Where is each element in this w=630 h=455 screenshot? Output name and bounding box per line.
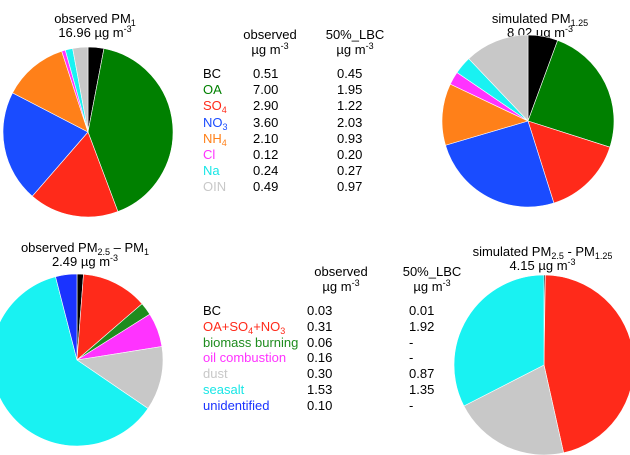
bottom-col-observed-unit: µg m (322, 279, 351, 294)
bottom-table-row: seasalt 1.53 1.35 (203, 382, 463, 398)
bottom-row-observed: 0.31 (307, 319, 332, 335)
bottom-col-lbc: 50%_LBC µg m-3 (392, 264, 472, 294)
top-table-row: SO4 2.90 1.22 (203, 98, 403, 114)
bottom-row-source: dust (203, 366, 228, 382)
top-row-lbc: 0.45 (337, 66, 362, 82)
bottom-row-observed: 0.30 (307, 366, 332, 382)
top-row-lbc: 2.03 (337, 115, 362, 131)
top-row-lbc: 0.97 (337, 179, 362, 195)
top-table-row: NO3 3.60 2.03 (203, 115, 403, 131)
bottom-col-lbc-unit-sup: -3 (443, 278, 451, 288)
top-row-lbc: 0.93 (337, 131, 362, 147)
top-table-row: BC 0.51 0.45 (203, 66, 403, 82)
top-row-lbc: 0.20 (337, 147, 362, 163)
bottom-row-observed: 0.03 (307, 303, 332, 319)
top-row-lbc: 1.22 (337, 98, 362, 114)
bottom-table-row: BC 0.03 0.01 (203, 303, 463, 319)
bottom-row-lbc: 0.87 (409, 366, 434, 382)
top-row-species: SO4 (203, 98, 227, 114)
top-row-observed: 7.00 (253, 82, 278, 98)
top-row-species: Cl (203, 147, 215, 163)
top-col-lbc-label: 50%_LBC (326, 27, 385, 42)
bottom-row-lbc: - (409, 398, 413, 414)
top-row-species: BC (203, 66, 221, 82)
top-col-lbc: 50%_LBC µg m-3 (315, 27, 395, 57)
top-row-lbc: 0.27 (337, 163, 362, 179)
top-row-observed: 2.90 (253, 98, 278, 114)
top-col-lbc-unit-sup: -3 (366, 41, 374, 51)
bottom-table-row: dust 0.30 0.87 (203, 366, 463, 382)
bottom-table-row: oil combustion 0.16 - (203, 350, 463, 366)
bottom-row-source: biomass burning (203, 335, 298, 351)
top-row-observed: 0.49 (253, 179, 278, 195)
top-row-species: OA (203, 82, 222, 98)
bottom-col-observed: observed µg m-3 (306, 264, 376, 294)
bottom-row-source: oil combustion (203, 350, 286, 366)
top-row-species: OIN (203, 179, 226, 195)
bottom-row-lbc: 1.35 (409, 382, 434, 398)
bottom-col-observed-unit-sup: -3 (352, 278, 360, 288)
bottom-row-observed: 0.06 (307, 335, 332, 351)
bottom-row-source: OA+SO4+NO3 (203, 319, 285, 335)
top-col-observed-unit: µg m (251, 42, 280, 57)
top-col-observed-label: observed (243, 27, 296, 42)
bottom-row-observed: 1.53 (307, 382, 332, 398)
bottom-row-source: seasalt (203, 382, 244, 398)
top-table-row: Na 0.24 0.27 (203, 163, 403, 179)
bottom-row-source: BC (203, 303, 221, 319)
top-table-row: Cl 0.12 0.20 (203, 147, 403, 163)
bottom-row-observed: 0.10 (307, 398, 332, 414)
top-col-lbc-unit: µg m (336, 42, 365, 57)
top-table-row: NH4 2.10 0.93 (203, 131, 403, 147)
bottom-col-lbc-label: 50%_LBC (403, 264, 462, 279)
top-row-species: NH4 (203, 131, 227, 147)
top-col-observed-unit-sup: -3 (281, 41, 289, 51)
top-row-observed: 3.60 (253, 115, 278, 131)
bottom-row-lbc: - (409, 350, 413, 366)
bottom-table-row: biomass burning 0.06 - (203, 335, 463, 351)
bottom-col-observed-label: observed (314, 264, 367, 279)
top-row-lbc: 1.95 (337, 82, 362, 98)
top-row-observed: 2.10 (253, 131, 278, 147)
top-table-row: OIN 0.49 0.97 (203, 179, 403, 195)
bottom-source-table: BC 0.03 0.01 OA+SO4+NO3 0.31 1.92 biomass burn… (203, 303, 463, 423)
bottom-row-lbc: 1.92 (409, 319, 434, 335)
bottom-row-lbc: - (409, 335, 413, 351)
bottom-row-observed: 0.16 (307, 350, 332, 366)
bottom-col-lbc-unit: µg m (413, 279, 442, 294)
bottom-row-source: unidentified (203, 398, 270, 414)
top-row-observed: 0.51 (253, 66, 278, 82)
top-row-observed: 0.24 (253, 163, 278, 179)
top-row-species: NO3 (203, 115, 228, 131)
top-row-species: Na (203, 163, 220, 179)
bottom-row-lbc: 0.01 (409, 303, 434, 319)
top-col-observed: observed µg m-3 (235, 27, 305, 57)
top-row-observed: 0.12 (253, 147, 278, 163)
bottom-table-row: unidentified 0.10 - (203, 398, 463, 414)
top-species-table: BC 0.51 0.45 OA 7.00 1.95 SO4 2.90 1.22 NO3 3.60 2.… (203, 66, 403, 201)
bottom-table-row: OA+SO4+NO3 0.31 1.92 (203, 319, 463, 335)
top-table-row: OA 7.00 1.95 (203, 82, 403, 98)
